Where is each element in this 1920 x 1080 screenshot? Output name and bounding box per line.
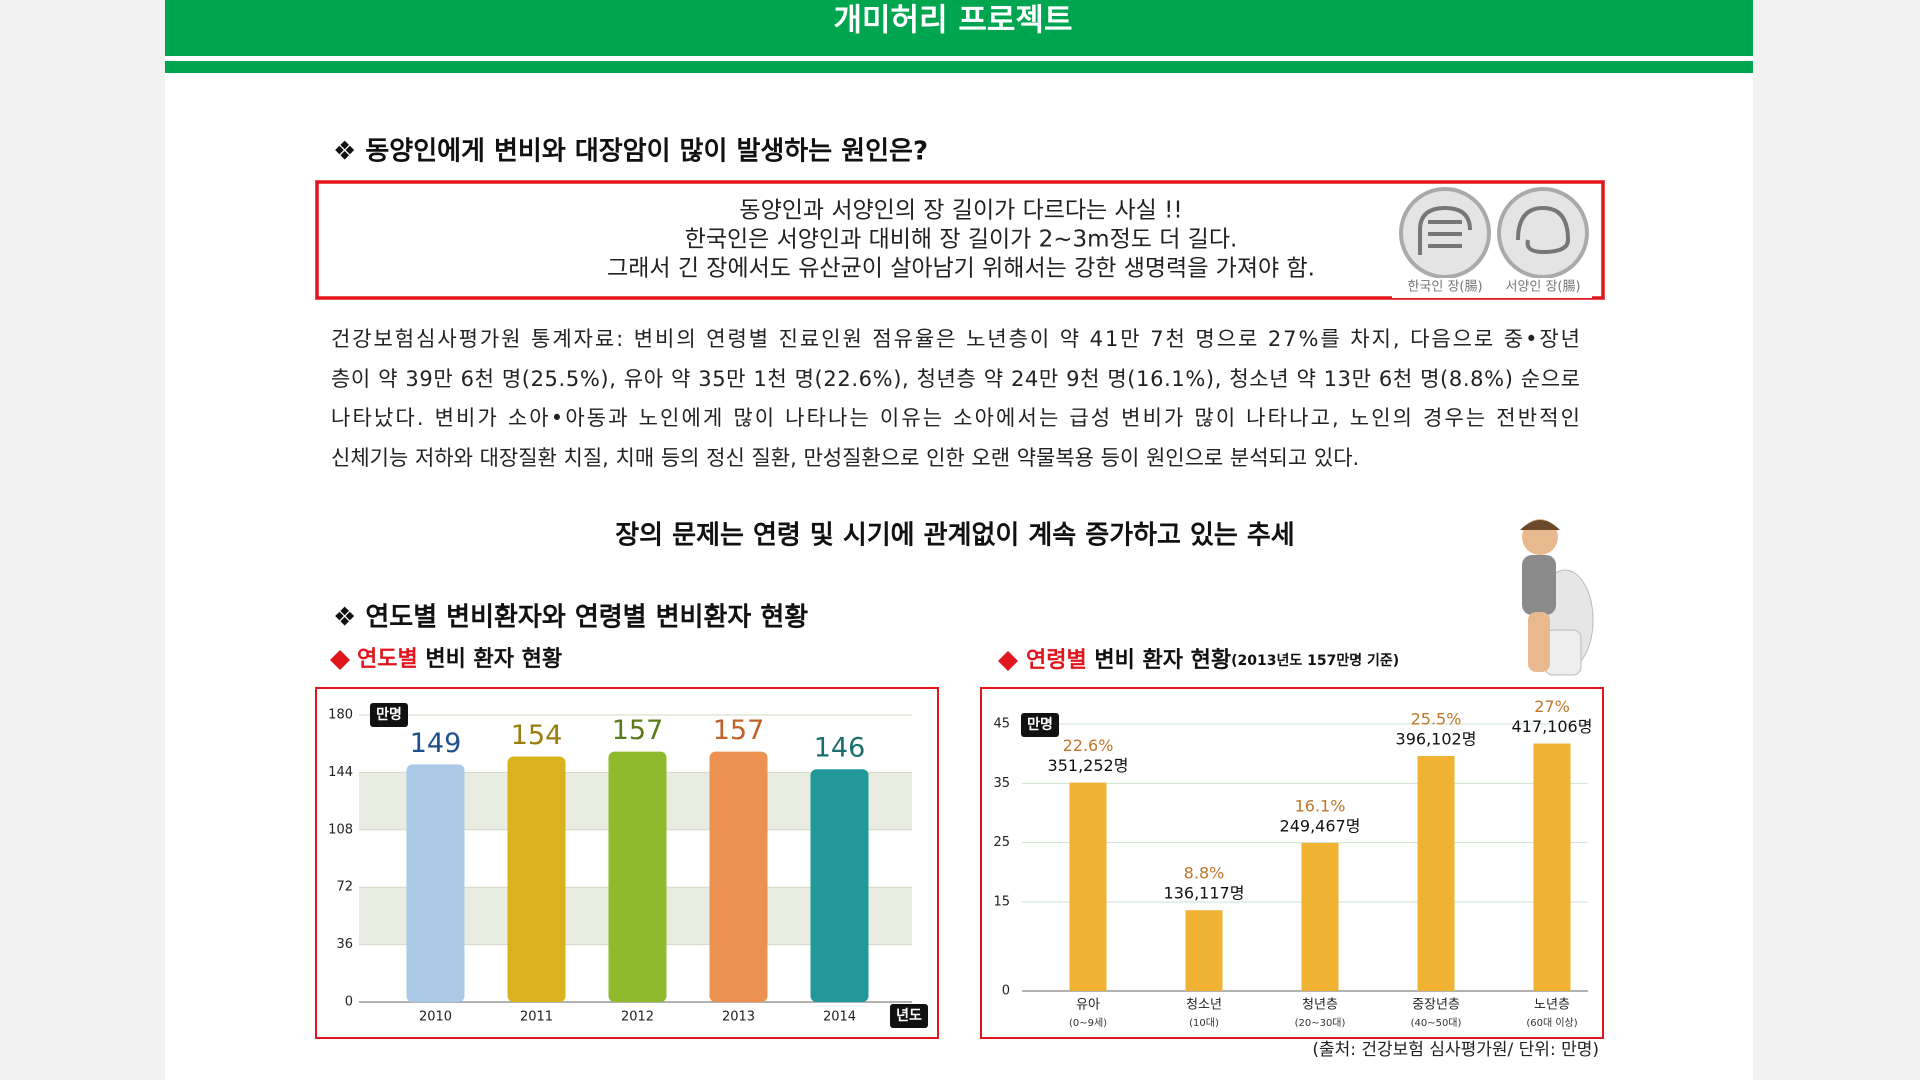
chart-title-highlight: 연도별 xyxy=(357,647,418,672)
x-tick-note: (10대) xyxy=(1189,1017,1219,1029)
x-tick-label: 2014 xyxy=(823,1010,856,1025)
value-label: 157 xyxy=(612,715,664,746)
box-line: 한국인은 서양인과 대비해 장 길이가 2~3m정도 더 길다. xyxy=(685,227,1238,253)
torso xyxy=(1522,555,1556,615)
y-unit-label: 만명 xyxy=(376,706,402,723)
icon-label-bg xyxy=(1392,278,1592,298)
x-tick-label: 청소년 xyxy=(1186,998,1222,1013)
section-heading: ❖ 연도별 변비환자와 연령별 변비환자 현황 xyxy=(333,603,808,633)
bar xyxy=(1533,743,1571,991)
chart-title-highlight: 연령별 xyxy=(1026,648,1087,673)
y-unit-label: 만명 xyxy=(1027,716,1053,733)
section-heading: ❖ 동양인에게 변비와 대장암이 많이 발생하는 원인은? xyxy=(333,137,928,167)
y-tick-label: 108 xyxy=(328,822,353,837)
share-label: 27% xyxy=(1534,697,1570,716)
y-tick-label: 0 xyxy=(1002,984,1010,999)
header-title: 개미허리 프로젝트 xyxy=(834,3,1073,39)
share-label: 8.8% xyxy=(1184,864,1225,883)
box-line: 동양인과 서양인의 장 길이가 다르다는 사실 !! xyxy=(739,198,1182,224)
paragraph-line: 신체기능 저하와 대장질환 치질, 치매 등의 정신 질환, 만성질환으로 인한… xyxy=(331,446,1359,470)
value-label: 136,117명 xyxy=(1164,884,1245,903)
legs xyxy=(1528,612,1550,672)
chart-title: 연도별 변비 환자 현황 xyxy=(357,647,562,672)
y-tick-label: 35 xyxy=(993,776,1010,791)
y-tick-label: 25 xyxy=(993,835,1010,850)
icon-intestine xyxy=(1516,205,1571,255)
bar xyxy=(608,751,667,1002)
value-label: 149 xyxy=(410,728,462,759)
x-tick-label: 중장년층 xyxy=(1412,998,1460,1013)
header-bar xyxy=(165,0,1753,56)
bar xyxy=(1417,755,1455,991)
hair xyxy=(1520,520,1560,530)
value-label: 351,252명 xyxy=(1048,756,1129,775)
trend-heading: 장의 문제는 연령 및 시기에 관계없이 계속 증가하고 있는 추세 xyxy=(615,521,1294,551)
header-strip xyxy=(165,61,1753,73)
y-unit-box xyxy=(370,703,408,727)
share-label: 22.6% xyxy=(1063,736,1114,755)
y-tick-label: 36 xyxy=(336,937,353,952)
bar xyxy=(810,769,869,1002)
y-tick-label: 45 xyxy=(993,717,1010,732)
share-label: 25.5% xyxy=(1411,709,1462,728)
toilet-base xyxy=(1544,629,1582,676)
x-tick-note: (0~9세) xyxy=(1069,1017,1107,1029)
chart-title-rest: 변비 환자 현황 xyxy=(1087,648,1231,673)
title-bullet xyxy=(998,651,1018,671)
value-label: 157 xyxy=(713,715,765,746)
value-label: 249,467명 xyxy=(1280,816,1361,835)
x-tick-label: 노년층 xyxy=(1534,998,1570,1013)
bar xyxy=(709,751,768,1002)
value-label: 146 xyxy=(814,733,866,764)
paragraph-line: 나타났다. 변비가 소아•아동과 노인에게 많이 나타나는 이유는 소아에서는 … xyxy=(331,406,1580,430)
bar xyxy=(406,764,465,1002)
paragraph-line: 층이 약 39만 6천 명(25.5%), 유아 약 35만 1천 명(22.6… xyxy=(331,367,1580,391)
bar xyxy=(507,756,566,1002)
y-unit-box xyxy=(1021,713,1059,737)
x-tick-note: (60대 이상) xyxy=(1526,1017,1577,1029)
icon-circle xyxy=(1497,187,1589,279)
value-label: 396,102명 xyxy=(1396,729,1477,748)
icon-intestine xyxy=(1418,205,1472,255)
x-unit-label: 년도 xyxy=(896,1008,922,1024)
y-tick-label: 180 xyxy=(328,708,353,723)
highlight-box xyxy=(315,180,1605,300)
box-line: 그래서 긴 장에서도 유산균이 살아남기 위해서는 강한 생명력을 가져야 함. xyxy=(607,256,1315,282)
share-label: 16.1% xyxy=(1295,796,1346,815)
x-tick-label: 2011 xyxy=(520,1010,553,1025)
x-tick-label: 2012 xyxy=(621,1010,654,1025)
bar xyxy=(1185,910,1223,991)
y-tick-label: 144 xyxy=(328,765,353,780)
bar xyxy=(1069,782,1107,991)
value-label: 417,106명 xyxy=(1512,717,1593,736)
value-label: 154 xyxy=(511,720,563,751)
source-note: (출처: 건강보험 심사평가원/ 단위: 만명) xyxy=(1312,1040,1599,1060)
x-tick-label: 2013 xyxy=(722,1010,755,1025)
icon-label: 한국인 장(腸) xyxy=(1407,280,1482,295)
x-tick-label: 청년층 xyxy=(1302,998,1338,1013)
x-tick-note: (40~50대) xyxy=(1411,1017,1462,1029)
x-tick-note: (20~30대) xyxy=(1295,1017,1346,1029)
intestine-icons xyxy=(1399,187,1589,279)
x-unit-box xyxy=(890,1004,928,1028)
title-bullet xyxy=(330,650,350,670)
x-tick-label: 유아 xyxy=(1076,998,1100,1013)
chart-note: (2013년도 157만명 기준) xyxy=(1231,652,1399,669)
chart-title-rest: 변비 환자 현황 xyxy=(418,647,562,672)
y-tick-label: 0 xyxy=(345,995,353,1010)
chart-title: 연령별 변비 환자 현황(2013년도 157만명 기준) xyxy=(1026,648,1399,673)
toilet-figure xyxy=(1520,519,1594,676)
bar xyxy=(1301,842,1339,991)
x-tick-label: 2010 xyxy=(419,1010,452,1025)
y-tick-label: 15 xyxy=(993,895,1010,910)
y-tick-label: 72 xyxy=(336,880,353,895)
icon-label: 서양인 장(腸) xyxy=(1505,280,1580,295)
